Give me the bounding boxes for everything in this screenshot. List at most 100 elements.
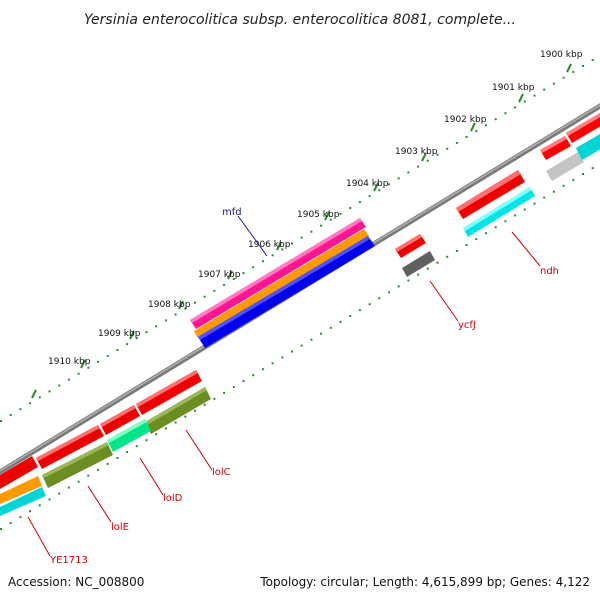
tick-label: 1901 kbp	[492, 83, 535, 93]
track-dot	[417, 273, 420, 276]
tick-label: 1910 kbp	[48, 357, 91, 367]
feature-ye1713-red[interactable]	[0, 456, 38, 489]
track-dot	[135, 337, 138, 340]
feature-mfd-magenta[interactable]	[190, 218, 366, 329]
track-dot	[543, 88, 546, 91]
feature-lole-olive[interactable]	[42, 442, 113, 488]
track-dot	[67, 378, 70, 381]
tick-label: 1908 kbp	[148, 300, 191, 310]
gene-label-mfd[interactable]: mfd	[222, 207, 242, 218]
track-dot	[174, 421, 177, 424]
track-dot	[77, 480, 80, 483]
track-dot	[543, 196, 546, 199]
gene-label-lold[interactable]: lolD	[163, 493, 183, 504]
track-dot	[329, 218, 332, 221]
gene-label-lolc[interactable]: lolC	[212, 467, 231, 478]
track-dot	[358, 309, 361, 312]
tick-label: 1906 kbp	[248, 240, 291, 250]
gene-label-ycfj[interactable]: ycfJ	[458, 320, 476, 331]
track-dot	[232, 386, 235, 388]
track-dot	[48, 390, 51, 393]
track-dot	[116, 457, 119, 459]
tick-label: 1900 kbp	[540, 50, 583, 60]
track-dot	[591, 59, 594, 62]
track-dot	[155, 325, 158, 328]
feature-lolc-olive[interactable]	[145, 387, 211, 434]
track-dot	[242, 380, 245, 383]
track-dot	[300, 236, 303, 239]
gene-label-ye1713[interactable]: YE1713	[49, 555, 88, 566]
track-dot	[407, 171, 410, 174]
feature-ycfj-gray[interactable]	[402, 251, 435, 277]
track-dot	[252, 374, 255, 377]
feature-lolc-red[interactable]	[136, 370, 202, 415]
track-dot	[446, 147, 449, 150]
track-dot	[194, 409, 196, 412]
feature-ndh-red[interactable]	[456, 170, 525, 219]
gene-label-ndh[interactable]: ndh	[540, 266, 559, 277]
tick-label: 1909 kbp	[98, 329, 141, 339]
feature-lole-red[interactable]	[36, 425, 104, 469]
track-dot	[368, 195, 371, 198]
track-dot	[504, 220, 507, 223]
track-dot	[223, 283, 226, 286]
track-dot	[378, 189, 381, 192]
track-dot	[38, 504, 41, 507]
track-dot	[145, 439, 148, 442]
track-dot	[135, 445, 138, 448]
track-dot	[426, 267, 429, 270]
track-dot	[271, 254, 274, 257]
track-dot	[572, 178, 575, 181]
track-dot	[58, 492, 61, 495]
track-dot	[426, 159, 429, 162]
accession-text: Accession: NC_008800	[8, 575, 144, 589]
track-dot	[591, 167, 594, 170]
feature-ye1713-orange[interactable]	[0, 476, 42, 504]
feature-mfd-orange[interactable]	[194, 229, 369, 338]
track-dot	[97, 468, 99, 471]
track-dot	[261, 260, 264, 263]
track-dot	[329, 326, 332, 329]
track-dot	[582, 173, 584, 175]
map-title: Yersinia enterocolitica subsp. enterocol…	[84, 12, 516, 28]
track-dot	[397, 285, 400, 288]
feature-red-upper-2[interactable]	[566, 113, 600, 143]
feature-lold-spring[interactable]	[107, 419, 151, 452]
gene-label-lole[interactable]: lolE	[111, 522, 129, 533]
track-dot	[358, 201, 361, 204]
scale-ticks	[31, 63, 572, 399]
track-dot	[320, 224, 323, 227]
track-dot	[281, 248, 284, 251]
track-dot	[378, 297, 381, 300]
track-dot	[213, 397, 216, 400]
feature-mfd-blue[interactable]	[198, 236, 375, 348]
track-dot	[339, 212, 342, 215]
track-dot	[436, 153, 439, 156]
feature-lold-red[interactable]	[100, 405, 140, 435]
track-dot	[0, 420, 2, 422]
track-dot	[572, 70, 575, 73]
track-dot	[155, 433, 158, 436]
feature-red-upper-1[interactable]	[540, 136, 571, 160]
track-dot	[514, 214, 517, 217]
feature-ndh-cyan[interactable]	[463, 187, 535, 237]
track-dot	[523, 208, 526, 211]
feature-ycfj-red[interactable]	[395, 234, 426, 258]
track-dot	[368, 303, 371, 306]
feature-cyan-right[interactable]	[576, 134, 600, 160]
feature-lightgray[interactable]	[546, 152, 584, 181]
tick-label: 1905 kbp	[297, 210, 340, 220]
track-dot	[97, 360, 99, 363]
track-dot	[494, 118, 497, 121]
track-dot	[271, 362, 274, 365]
track-dot	[242, 272, 245, 275]
track-dot	[126, 451, 129, 454]
track-dot	[397, 177, 400, 180]
track-dot	[465, 244, 468, 246]
track-dot	[261, 368, 264, 371]
track-dot	[29, 510, 32, 513]
track-dot	[494, 226, 497, 229]
feature-ye1713-cyan[interactable]	[0, 487, 46, 516]
track-dot	[533, 94, 536, 97]
